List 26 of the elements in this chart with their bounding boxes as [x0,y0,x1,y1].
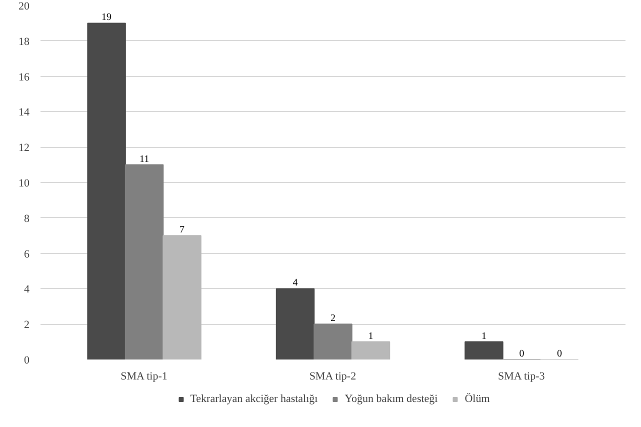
legend-label: Yoğun bakım desteği [344,393,438,405]
y-tick-label: 0 [24,354,30,366]
y-tick-label: 4 [24,284,30,296]
data-label: 4 [292,278,298,289]
x-tick-label: SMA tip-2 [309,370,356,382]
y-tick-label: 10 [18,178,30,190]
y-tick-label: 2 [24,319,30,332]
data-label: 11 [139,154,150,165]
data-label: 0 [556,348,562,360]
y-tick-label: 6 [24,248,30,260]
legend-label: Ölüm [464,393,490,405]
data-label: 1 [481,330,486,342]
data-label: 1 [368,330,374,342]
data-label: 7 [180,224,185,236]
data-label: 19 [102,12,112,24]
y-tick-label: 20 [18,0,30,12]
y-tick-label: 14 [18,106,30,119]
y-tick-label: 8 [24,212,30,225]
y-tick-label: 12 [18,142,30,154]
x-tick-label: SMA tip-3 [498,370,546,382]
legend-label: Tekrarlayan akciğer hastalığı [190,393,318,405]
data-label: 2 [330,313,336,324]
y-tick-label: 16 [18,71,30,84]
x-tick-label: SMA tip-1 [120,370,168,382]
y-tick-label: 18 [18,36,30,48]
data-label: 0 [519,348,524,360]
